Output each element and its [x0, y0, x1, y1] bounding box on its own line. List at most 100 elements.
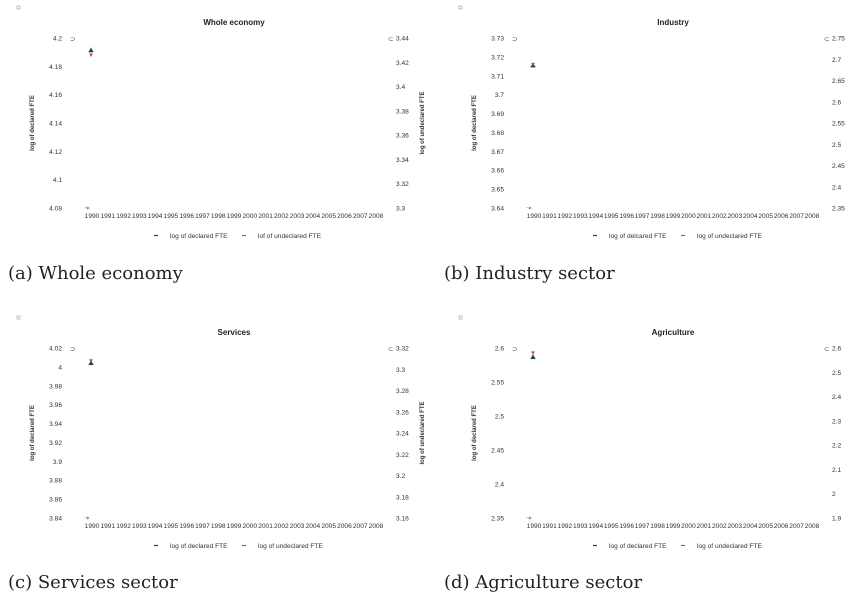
- left-axis-mark: ⊃: [512, 36, 518, 43]
- x-tick-label: 2006: [774, 213, 789, 220]
- x-tick-label: 1991: [542, 523, 557, 530]
- y-tick-label: 3.96: [49, 402, 62, 409]
- y-tick-label: 3.66: [491, 168, 504, 175]
- x-tick-label: 2007: [789, 213, 804, 220]
- y2-tick-label: 2.5: [832, 142, 841, 149]
- y-tick-label: 3.86: [49, 497, 62, 504]
- x-tick-label: 1992: [116, 523, 131, 530]
- legend-label: lof of undeclared FTE: [258, 233, 322, 240]
- y-tick-label: 3.94: [49, 421, 62, 428]
- y2-tick-label: 2.6: [832, 99, 841, 106]
- x-tick-label: 2002: [712, 523, 727, 530]
- x-tick-label: 1991: [100, 523, 115, 530]
- chart-services: Services 4.02 4 3.98 3.96 3.94 3.92 3.9 3.88 3.86…: [16, 315, 426, 550]
- chart-title: Whole economy: [203, 18, 265, 27]
- x-tick-label: 2007: [353, 523, 368, 530]
- data-point-undeclared: [531, 62, 535, 67]
- y2-tick-label: 2.45: [832, 163, 845, 170]
- legend-label: log of undeclared FTE: [697, 233, 762, 240]
- y2-tick-label: 2.4: [832, 184, 841, 191]
- x-tick-label: 2007: [789, 523, 804, 530]
- legend-label: log of declared FTE: [609, 543, 667, 550]
- y2-tick-label: 2.5: [832, 370, 841, 377]
- x-tick-label: 1992: [558, 523, 573, 530]
- x-tick-label: 1995: [604, 523, 619, 530]
- y-tick-label: 4.02: [49, 346, 62, 353]
- left-axis-mark: ⊃: [70, 36, 76, 43]
- x-axis-start-mark: ·⁎: [84, 514, 90, 521]
- x-tick-label: 1999: [227, 213, 242, 220]
- y-axis-label: log of declared FTE: [30, 95, 36, 151]
- y-tick-label: 2.55: [491, 380, 504, 387]
- y2-tick-label: 3.42: [396, 60, 409, 67]
- right-axis-mark: ⊂: [824, 36, 830, 43]
- x-tick-label: 1994: [148, 213, 163, 220]
- y2-tick-label: 3.3: [396, 206, 405, 213]
- x-tick-label: 2002: [274, 523, 289, 530]
- x-tick-label: 2008: [369, 523, 384, 530]
- x-tick-label: 1997: [195, 523, 210, 530]
- y-tick-label: 3.72: [491, 54, 504, 61]
- chart-industry: Industry 3.73 3.72 3.71 3.7 3.69 3.68 3.67 3.66 3…: [458, 5, 845, 240]
- x-tick-label: 1998: [650, 213, 665, 220]
- y-axis-label: log of declared FTE: [30, 405, 36, 461]
- y-tick-label: 3.68: [491, 130, 504, 137]
- x-tick-label: 1998: [650, 523, 665, 530]
- chart-panel-agriculture: Agriculture 2.6 2.55 2.5 2.45 2.4 2.35 2.6 2.5 2.…: [436, 310, 853, 555]
- y2-axis-label: log of undeclared FTE: [420, 401, 426, 464]
- y2-tick-label: 2.7: [832, 57, 841, 64]
- x-tick-label: 1995: [164, 213, 179, 220]
- y2-tick-label: 2.55: [832, 121, 845, 128]
- chart-agriculture: Agriculture 2.6 2.55 2.5 2.45 2.4 2.35 2.6 2.5 2.…: [458, 315, 841, 550]
- legend-label: log of undeclared FTE: [697, 543, 762, 550]
- x-tick-label: 1997: [635, 523, 650, 530]
- chart-title: Services: [218, 328, 251, 337]
- x-tick-label: 2001: [258, 213, 273, 220]
- y2-tick-label: 2.65: [832, 78, 845, 85]
- x-axis-start-mark: ·⁎: [526, 204, 532, 211]
- y-tick-label: 3.71: [491, 73, 504, 80]
- caption-whole-economy: (a) Whole economy: [8, 263, 183, 284]
- y-tick-label: 2.45: [491, 448, 504, 455]
- x-tick-label: 1993: [132, 213, 147, 220]
- caption-industry-sector: (b) Industry sector: [444, 263, 615, 284]
- x-tick-label: 2000: [681, 213, 696, 220]
- x-tick-label: 1991: [542, 213, 557, 220]
- x-tick-label: 2003: [290, 523, 305, 530]
- y-tick-label: 2.5: [495, 414, 504, 421]
- left-axis-mark: ⊃: [512, 346, 518, 353]
- x-tick-label: 2005: [321, 523, 336, 530]
- y-tick-label: 3.73: [491, 36, 504, 43]
- y2-axis-label: log of undeclared FTE: [420, 91, 426, 154]
- corner-marker: [16, 5, 21, 10]
- x-tick-label: 2006: [774, 523, 789, 530]
- x-tick-label: 2003: [727, 523, 742, 530]
- data-point-undeclared: [531, 351, 535, 355]
- data-point-declared: [89, 47, 93, 52]
- right-axis-mark: ⊂: [388, 346, 394, 353]
- y-tick-label: 4.14: [49, 121, 62, 128]
- y2-tick-label: 3.2: [396, 473, 405, 480]
- y-tick-label: 3.69: [491, 111, 504, 118]
- y-tick-label: 3.67: [491, 149, 504, 156]
- y-tick-label: 4.2: [53, 36, 62, 43]
- y2-tick-label: 3.4: [396, 84, 405, 91]
- y-tick-label: 3.84: [49, 516, 62, 523]
- y-tick-label: 4.16: [49, 92, 62, 99]
- x-tick-label: 1999: [666, 213, 681, 220]
- y-axis-label: log of declared FTE: [472, 405, 478, 461]
- y-axis-label: log of declared FTE: [472, 95, 478, 151]
- x-tick-label: 2004: [743, 213, 758, 220]
- x-tick-label: 1995: [604, 213, 619, 220]
- x-tick-label: 1991: [100, 213, 115, 220]
- y2-tick-label: 2.4: [832, 394, 841, 401]
- data-point-undeclared: [89, 359, 93, 363]
- x-tick-label: 1992: [558, 213, 573, 220]
- y2-tick-label: 2.3: [832, 418, 841, 425]
- y-tick-label: 3.98: [49, 383, 62, 390]
- x-tick-label: 2002: [712, 213, 727, 220]
- y2-tick-label: 3.38: [396, 108, 409, 115]
- y2-tick-label: 3.24: [396, 431, 409, 438]
- chart-panel-industry: Industry 3.73 3.72 3.71 3.7 3.69 3.68 3.67 3.66 3…: [436, 0, 853, 245]
- y2-tick-label: 2: [832, 491, 836, 498]
